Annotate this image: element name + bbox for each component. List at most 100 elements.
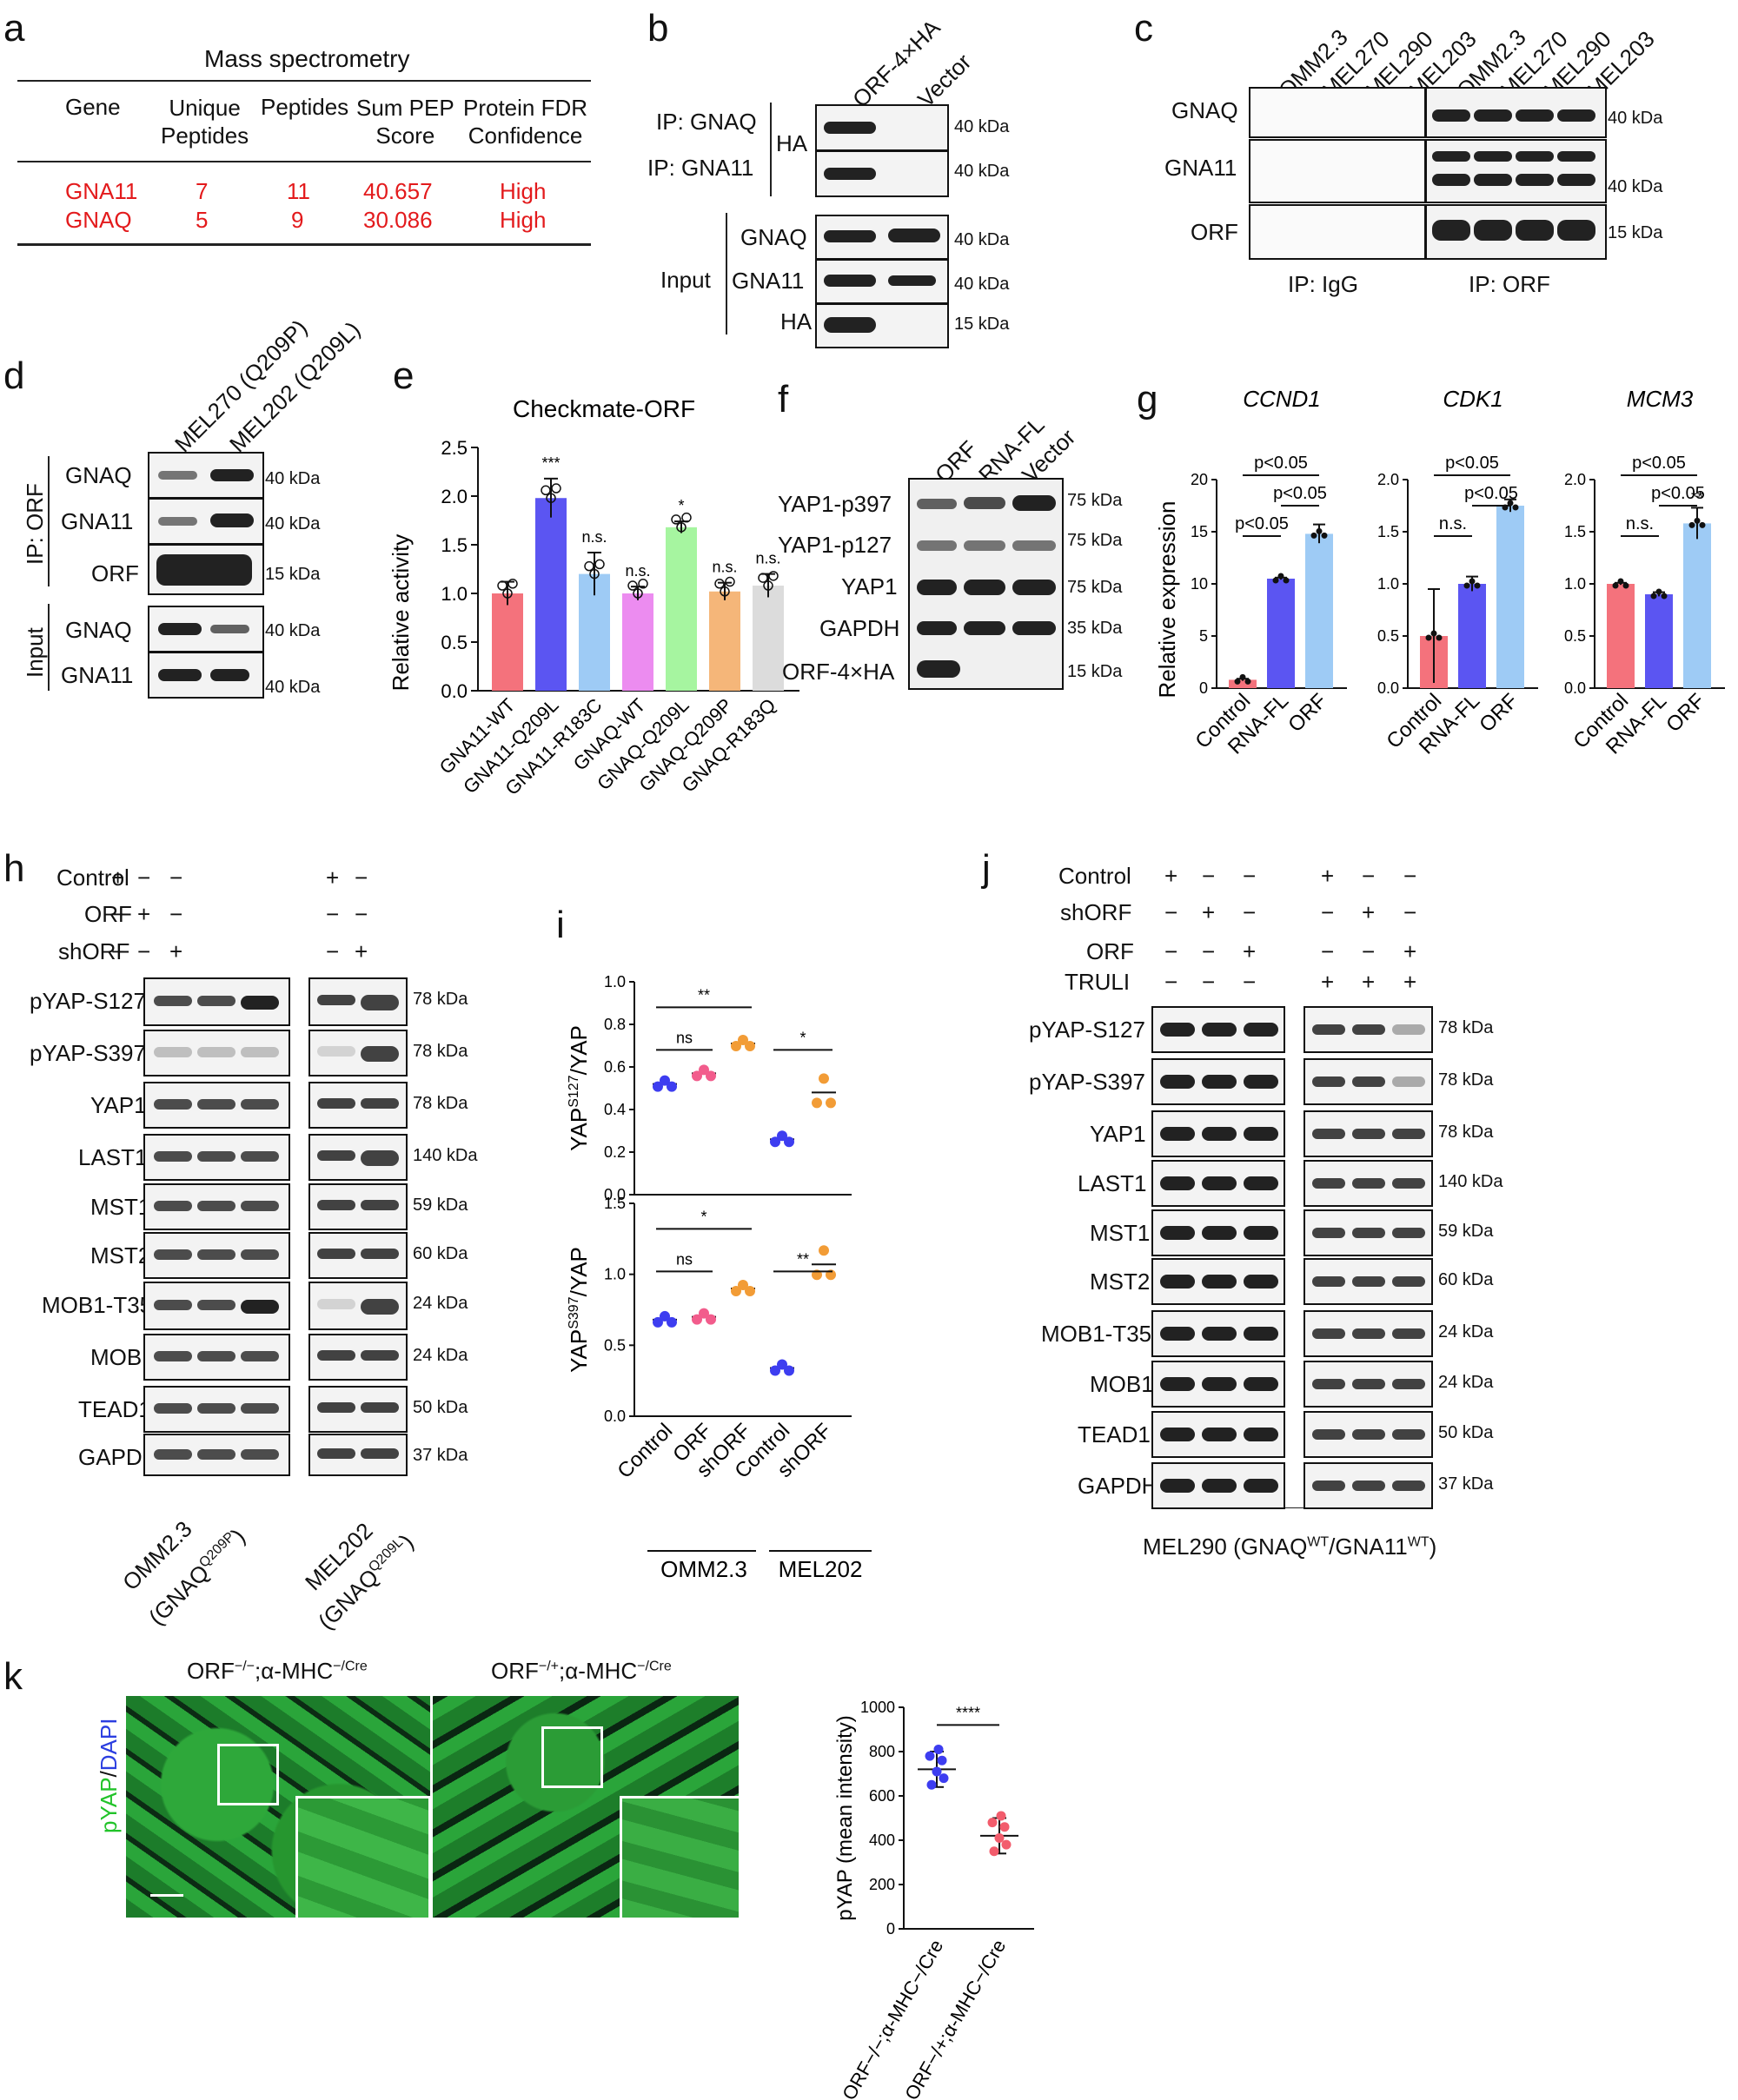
comparison-label: p<0.05 bbox=[1651, 484, 1705, 503]
y-tick-label: 0 bbox=[886, 1920, 895, 1938]
band bbox=[1312, 1429, 1345, 1440]
y-tick-label: 1.5 bbox=[604, 1195, 626, 1212]
band bbox=[1160, 1226, 1195, 1240]
kda-label: 24 kDa bbox=[413, 1294, 468, 1313]
band bbox=[1392, 1328, 1425, 1339]
band bbox=[361, 1046, 399, 1062]
blot bbox=[1151, 1258, 1285, 1305]
data-point bbox=[676, 522, 687, 533]
kda-label: 40 kDa bbox=[954, 117, 1010, 136]
panel-label-h: h bbox=[3, 847, 25, 890]
blot bbox=[143, 1183, 290, 1230]
kda-label: 140 kDa bbox=[413, 1146, 478, 1165]
sign: + bbox=[326, 865, 340, 891]
y-tick-label: 1.0 bbox=[604, 973, 626, 990]
sign: + bbox=[111, 865, 125, 891]
y-axis-label: Relative activity bbox=[388, 534, 414, 692]
data-point bbox=[758, 573, 768, 583]
comparison-label: p<0.05 bbox=[1254, 454, 1308, 473]
data-point bbox=[671, 514, 681, 525]
comparison-label: p<0.05 bbox=[1235, 514, 1289, 533]
panel-label-g: g bbox=[1137, 378, 1158, 421]
y-tick-label: 400 bbox=[869, 1832, 895, 1849]
kda-label: 40 kDa bbox=[265, 514, 321, 533]
blot bbox=[308, 1030, 408, 1076]
treatment-label: shORF bbox=[58, 938, 130, 964]
y-tick-label: 2.0 bbox=[1377, 471, 1399, 488]
blot bbox=[1304, 1462, 1433, 1509]
y-tick-label: 0.0 bbox=[1564, 679, 1586, 697]
treatment-label: ORF bbox=[84, 901, 132, 927]
data-point bbox=[1430, 630, 1437, 637]
band bbox=[241, 1151, 279, 1162]
x-tick-label: ORF bbox=[1284, 689, 1331, 737]
data-point bbox=[989, 1846, 999, 1857]
cell: 5 bbox=[196, 207, 209, 233]
y-tick-label: 1.5 bbox=[1377, 523, 1399, 540]
row-label: GAPDH bbox=[1078, 1473, 1158, 1499]
data-point bbox=[1239, 673, 1246, 680]
band bbox=[1352, 1379, 1385, 1389]
band bbox=[361, 1098, 399, 1109]
data-point bbox=[777, 1359, 787, 1370]
kda-label: 15 kDa bbox=[265, 565, 321, 584]
sign: − bbox=[1164, 938, 1178, 964]
data-point bbox=[699, 1064, 709, 1076]
lane-label: Vector bbox=[912, 48, 977, 113]
band bbox=[317, 1249, 355, 1259]
blot bbox=[148, 452, 264, 499]
kda-label: 40 kDa bbox=[1608, 109, 1663, 128]
micrograph-right bbox=[431, 1694, 740, 1919]
band bbox=[241, 1047, 279, 1057]
sign: − bbox=[326, 901, 340, 927]
data-point bbox=[763, 580, 773, 591]
y-tick-label: 0 bbox=[1199, 679, 1208, 697]
data-point bbox=[1310, 532, 1317, 539]
cell: 11 bbox=[287, 178, 310, 204]
blot bbox=[148, 544, 264, 595]
y-axis-label: YAPS127/YAP bbox=[566, 1025, 592, 1151]
ip-orf-label: IP: ORF bbox=[1469, 271, 1550, 297]
band bbox=[241, 996, 279, 1010]
blot bbox=[1151, 1160, 1285, 1207]
row-label: YAP1 bbox=[90, 1092, 147, 1118]
sign: + bbox=[169, 938, 183, 964]
band bbox=[154, 1151, 192, 1162]
kda-label: 59 kDa bbox=[1438, 1222, 1494, 1241]
data-point bbox=[925, 1751, 935, 1761]
band bbox=[154, 1351, 192, 1361]
kda-label: 37 kDa bbox=[413, 1446, 468, 1465]
data-point bbox=[1277, 573, 1284, 580]
data-point bbox=[1316, 527, 1323, 534]
bar bbox=[709, 591, 740, 691]
band bbox=[1202, 1176, 1237, 1190]
row-label: ORF bbox=[1191, 219, 1238, 245]
blot bbox=[1425, 139, 1607, 203]
kda-label: 78 kDa bbox=[1438, 1018, 1494, 1037]
panel-label-c: c bbox=[1134, 7, 1153, 50]
data-point bbox=[660, 1310, 670, 1322]
blot bbox=[1304, 1411, 1433, 1458]
kda-label: 78 kDa bbox=[1438, 1070, 1494, 1090]
data-point bbox=[706, 1314, 716, 1325]
ip-label: IP: GNA11 bbox=[647, 155, 754, 181]
blot bbox=[1304, 1310, 1433, 1357]
y-tick-label: 200 bbox=[869, 1876, 895, 1893]
bar bbox=[1458, 584, 1486, 688]
cell: 40.657 bbox=[363, 178, 433, 204]
data-point bbox=[1661, 593, 1668, 600]
band bbox=[154, 1448, 192, 1460]
data-point bbox=[1001, 1839, 1012, 1850]
group-label: Input bbox=[22, 627, 48, 678]
band bbox=[1160, 1327, 1195, 1341]
band bbox=[1202, 1023, 1237, 1037]
genotype-label: ORF−/+;α-MHC−/Cre bbox=[491, 1658, 672, 1684]
data-point bbox=[1612, 582, 1619, 589]
blot bbox=[1249, 87, 1426, 138]
kda-label: 78 kDa bbox=[413, 1042, 468, 1061]
blot bbox=[1425, 87, 1607, 138]
blot bbox=[143, 1282, 290, 1330]
blot bbox=[308, 1134, 408, 1181]
data-point bbox=[594, 559, 605, 570]
row-label: YAP1-p127 bbox=[778, 532, 892, 558]
